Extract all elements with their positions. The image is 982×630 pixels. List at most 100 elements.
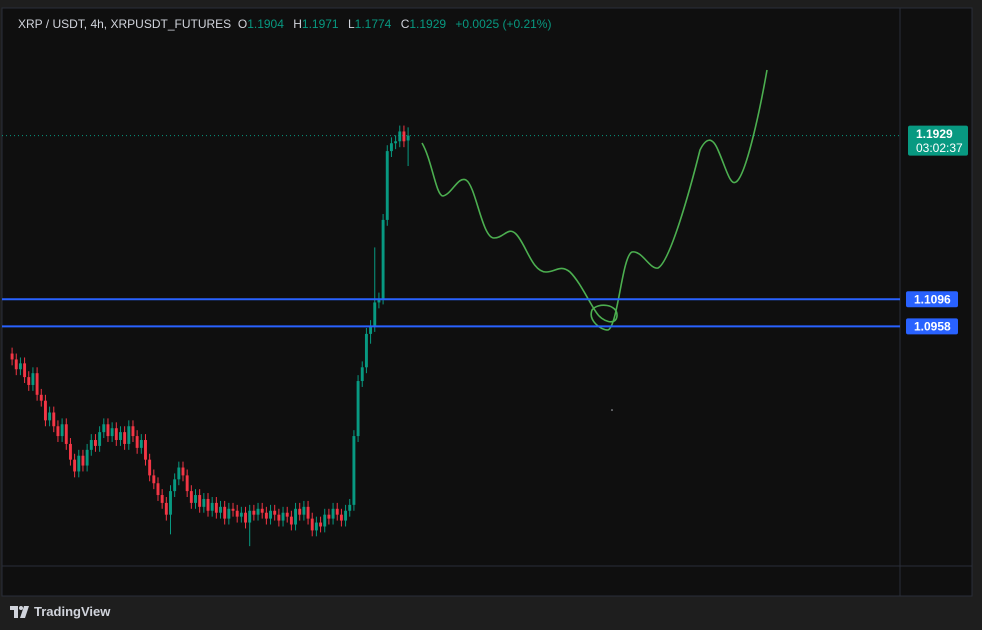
candle-body [131,426,135,437]
candle-body [177,467,181,480]
candle-body [60,424,64,437]
candle-body [281,512,285,521]
candle-body [406,135,410,141]
candle-body [114,428,118,441]
candle-body [119,432,122,441]
candle-body [198,495,202,507]
candle-body [244,512,247,523]
brand-name: TradingView [34,604,111,619]
candle-body [389,143,393,152]
candle-body [306,506,310,519]
candle-body [14,359,18,370]
candle-body [194,495,197,503]
candle-body [35,373,39,395]
candle-body [81,455,85,466]
candle-body [252,510,256,515]
candle-body [223,506,227,519]
candle-body [394,141,398,144]
candles [10,125,410,547]
candle-body [39,394,43,401]
stray-dot [611,409,613,411]
candle-body [173,479,177,492]
candle-body [68,443,72,460]
candle-body [144,440,147,460]
ohlc-key: C [400,17,410,31]
ohlc-value: 1.1904 [247,17,284,31]
candle-body [381,219,385,299]
last-price-label: 1.1929 [916,127,953,141]
candle-body [219,506,222,513]
candle-body [385,151,389,220]
candle-body [189,491,193,503]
candle-body [123,432,127,444]
candle-body [89,440,93,450]
candle-body [260,508,264,513]
candle-body [402,131,406,142]
projection-drawing [421,69,768,331]
symbol-title: XRP / USDT, 4h, XRPUSDT_FUTURES [18,17,232,31]
candle-body [239,512,243,517]
candle-body [73,459,77,472]
candle-body [356,381,360,437]
candle-body [302,506,306,515]
candle-body [256,508,260,515]
candle-body [160,495,164,503]
candle-body [181,467,185,476]
candle-body [52,412,56,427]
candle-body [364,333,368,368]
candle-body [352,436,356,505]
candle-body [344,510,348,521]
candle-body [98,432,102,446]
candle-body [169,491,172,515]
chart-panel [1,7,973,597]
level-label: 1.0958 [914,320,951,334]
candle-body [310,518,314,531]
candle-body [77,455,81,472]
candle-body [327,514,331,519]
candle-body [31,373,35,385]
candle-body [335,508,339,515]
candle-body [185,475,189,492]
candle-body [23,363,27,378]
candle-body [369,326,373,334]
ohlc-value: 1.1774 [354,17,392,31]
candle-body [148,459,152,476]
change: +0.0025 (+0.21%) [455,17,552,31]
candle-body [206,498,210,511]
candle-body [135,436,139,448]
candle-body [64,424,68,444]
candle-body [93,440,97,446]
candle-body [264,512,268,519]
candle-body [48,412,52,421]
candle-body [202,498,206,507]
candle-body [398,131,402,142]
ohlc-key: O [237,17,248,31]
candle-body [323,514,327,527]
candle-body [377,298,381,303]
candle-body [152,475,156,484]
candle-body [285,512,289,517]
candle-body [27,377,31,385]
candle-body [248,510,252,523]
legend-header: XRP / USDT, 4h, XRPUSDT_FUTURES O1.1904 … [18,17,557,31]
candle-body [294,508,298,525]
level-box [906,318,958,335]
candle-body [210,502,214,511]
candle-body [373,302,377,327]
candle-body [127,426,131,444]
countdown-label: 03:02:37 [916,141,963,155]
candle-body [214,502,218,513]
candle-body [277,514,281,521]
candle-body [298,508,302,515]
candle-body [227,508,231,519]
candle-body [56,426,60,437]
candle-body [231,508,235,511]
candle-body [314,522,318,531]
brand-logo [10,605,29,618]
candle-body [85,449,89,466]
ohlc-key: H [293,17,302,31]
candle-body [18,363,22,370]
candle-body [110,428,114,437]
